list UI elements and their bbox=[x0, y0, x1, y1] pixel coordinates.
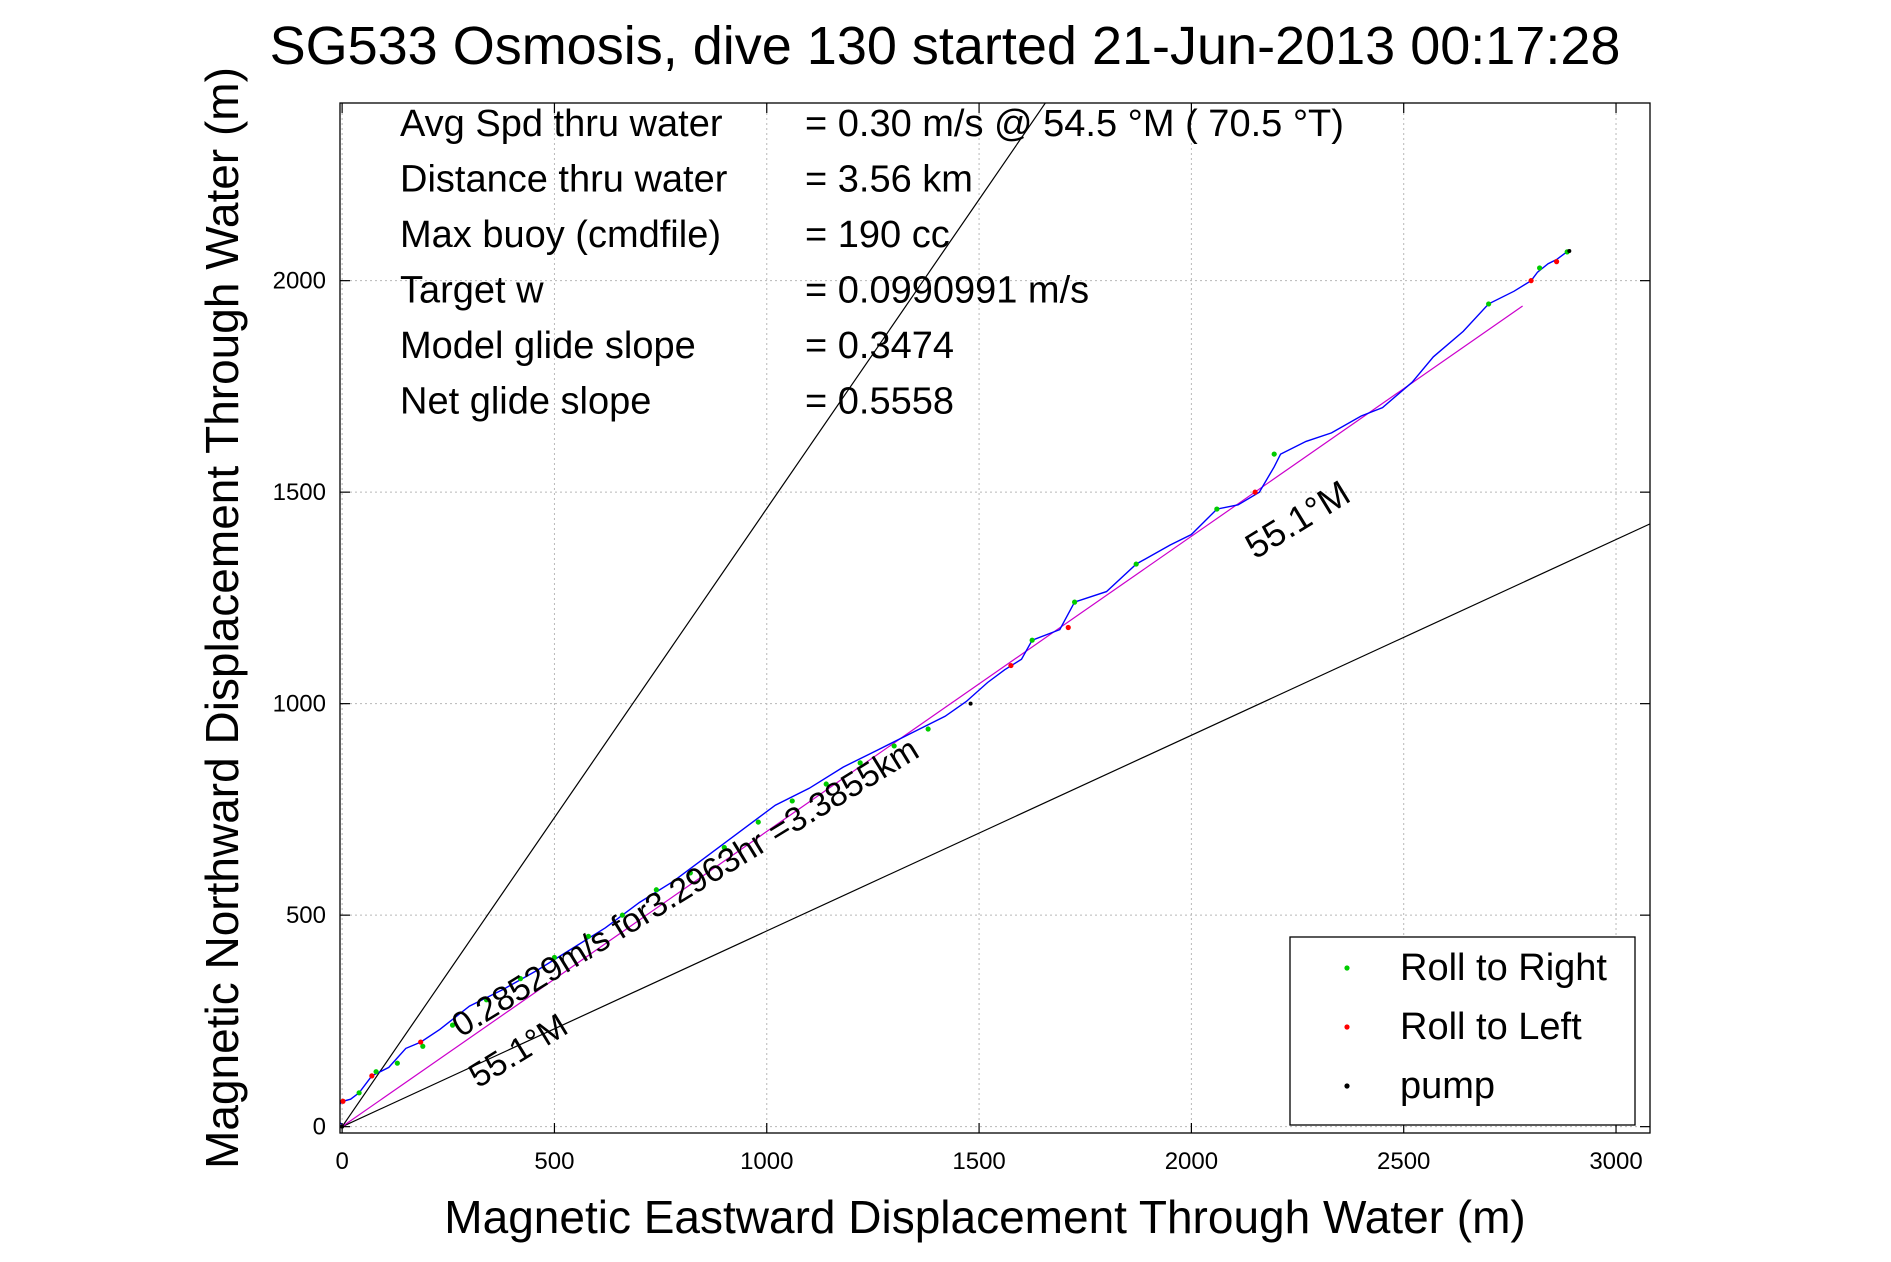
grid bbox=[340, 103, 1650, 1133]
roll-right-point bbox=[585, 933, 592, 939]
legend-label: pump bbox=[1400, 1065, 1495, 1107]
roll-right-point bbox=[420, 1043, 426, 1049]
roll-left-point bbox=[1252, 489, 1258, 495]
roll-right-point bbox=[1072, 599, 1078, 605]
roll-right-point bbox=[1029, 637, 1035, 643]
reference-line bbox=[341, 523, 1650, 1128]
roll-right-point bbox=[653, 887, 659, 893]
pump-point bbox=[968, 701, 973, 706]
x-tick-label: 2000 bbox=[1165, 1148, 1218, 1175]
stat-label: Net glide slope bbox=[400, 381, 651, 423]
roll-right-point bbox=[517, 976, 524, 982]
x-tick-label: 0 bbox=[335, 1148, 348, 1175]
stat-value: = 190 cc bbox=[805, 214, 950, 256]
stat-label: Max buoy (cmdfile) bbox=[400, 214, 721, 256]
pump-point bbox=[1567, 249, 1572, 254]
stat-label: Model glide slope bbox=[400, 325, 696, 367]
y-tick-label: 1500 bbox=[273, 479, 326, 506]
x-tick-label: 3000 bbox=[1589, 1148, 1642, 1175]
stat-value: = 3.56 km bbox=[805, 159, 973, 201]
y-tick-label: 0 bbox=[313, 1114, 326, 1141]
legend-marker bbox=[1344, 1024, 1350, 1030]
roll-right-point bbox=[891, 743, 897, 749]
legend: Roll to Right Roll to Left pump bbox=[1289, 936, 1636, 1126]
x-tick-label: 1500 bbox=[952, 1148, 1005, 1175]
y-tick-label: 2000 bbox=[273, 268, 326, 295]
chart-title: SG533 Osmosis, dive 130 started 21-Jun-2… bbox=[270, 16, 1621, 76]
legend-label: Roll to Right bbox=[1400, 947, 1607, 989]
stat-label: Target w bbox=[400, 270, 544, 312]
roll-right-point bbox=[356, 1090, 362, 1096]
track-line bbox=[340, 250, 1570, 1126]
markers bbox=[340, 249, 1572, 1129]
reference-line bbox=[341, 305, 1523, 1128]
roll-right-point bbox=[687, 870, 693, 876]
track-series bbox=[340, 250, 1570, 1126]
x-axis-label: Magnetic Eastward Displacement Through W… bbox=[444, 1191, 1525, 1243]
legend-marker bbox=[1344, 965, 1350, 971]
roll-right-point bbox=[483, 997, 490, 1003]
stat-label: Distance thru water bbox=[400, 159, 728, 201]
y-axis-label: Magnetic Northward Displacement Through … bbox=[196, 67, 248, 1169]
roll-right-point bbox=[925, 726, 931, 732]
roll-right-point bbox=[1271, 451, 1277, 457]
stats-block: Avg Spd thru water = 0.30 m/s @ 54.5 °M (… bbox=[400, 103, 1344, 423]
roll-right-point bbox=[449, 1022, 456, 1028]
stat-label: Avg Spd thru water bbox=[400, 103, 723, 145]
roll-right-point bbox=[789, 798, 795, 804]
roll-right-point bbox=[394, 1060, 400, 1066]
stat-value: = 0.5558 bbox=[805, 381, 954, 423]
roll-right-point bbox=[373, 1069, 379, 1075]
roll-right-point bbox=[857, 760, 863, 766]
x-tick-label: 2500 bbox=[1377, 1148, 1430, 1175]
roll-right-point bbox=[1536, 265, 1543, 271]
tick-labels: 0 500 1000 1500 2000 2500 3000 0 500 1000 1500 2000 bbox=[273, 268, 1643, 1175]
roll-right-point bbox=[1486, 301, 1492, 307]
roll-left-point bbox=[1065, 624, 1071, 631]
roll-right-point bbox=[823, 781, 829, 787]
x-tick-label: 1000 bbox=[740, 1148, 793, 1175]
roll-left-point bbox=[1553, 259, 1560, 265]
x-tick-label: 500 bbox=[534, 1148, 574, 1175]
roll-right-point bbox=[1214, 506, 1220, 512]
y-tick-label: 500 bbox=[286, 902, 326, 929]
roll-right-point bbox=[755, 819, 761, 825]
roll-right-point bbox=[619, 912, 625, 918]
roll-right-point bbox=[721, 844, 727, 851]
legend-marker bbox=[1344, 1083, 1350, 1089]
roll-left-point bbox=[1528, 278, 1534, 284]
reference-line bbox=[341, 103, 1047, 1127]
legend-label: Roll to Left bbox=[1400, 1006, 1582, 1048]
stat-value: = 0.30 m/s @ 54.5 °M ( 70.5 °T) bbox=[805, 103, 1344, 145]
roll-right-point bbox=[551, 954, 558, 961]
reference-lines bbox=[341, 103, 1650, 1128]
roll-right-point bbox=[1133, 561, 1139, 567]
stat-value: = 0.0990991 m/s bbox=[805, 270, 1089, 312]
roll-left-point bbox=[1008, 662, 1014, 669]
y-tick-label: 1000 bbox=[273, 691, 326, 718]
roll-left-point bbox=[369, 1073, 375, 1079]
roll-left-point bbox=[418, 1039, 424, 1045]
plot-frame bbox=[339, 102, 1651, 1134]
stat-value: = 0.3474 bbox=[805, 325, 954, 367]
roll-left-point bbox=[340, 1098, 346, 1104]
